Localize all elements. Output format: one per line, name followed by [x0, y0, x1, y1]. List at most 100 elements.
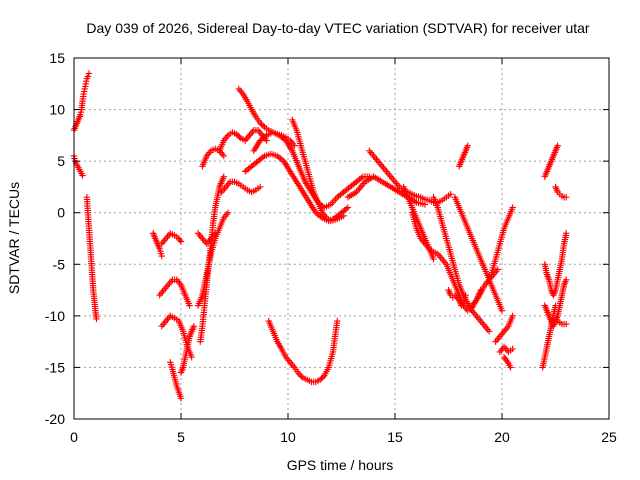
data-point-marker [220, 173, 227, 180]
series-arc-02 [70, 152, 86, 179]
data-point-marker [318, 375, 325, 382]
series-arc-35 [541, 230, 570, 299]
series-arc-31 [496, 343, 516, 356]
data-point-marker [563, 230, 570, 237]
data-point-marker [291, 142, 298, 149]
series-arc-09 [177, 322, 198, 376]
data-point-marker [190, 322, 198, 330]
x-tick-label: 20 [494, 429, 510, 445]
data-point-marker [509, 312, 516, 320]
series-arc-10 [197, 173, 227, 345]
y-tick-label: -15 [45, 359, 65, 375]
data-point-marker [79, 172, 86, 179]
series-arc-37 [539, 302, 559, 371]
series-arc-14 [218, 178, 264, 196]
series-arc-11 [194, 209, 232, 309]
data-point-marker [259, 122, 267, 129]
data-point-marker [258, 121, 265, 128]
series-arc-01 [70, 70, 93, 134]
series-arc-30 [492, 312, 516, 345]
data-point-marker [563, 194, 570, 201]
x-tick-label: 5 [177, 429, 185, 445]
series-arc-27 [456, 142, 471, 170]
series-arc-08 [167, 359, 185, 402]
series-arc-12 [194, 230, 219, 247]
data-point-marker [186, 302, 193, 309]
data-point-marker [188, 353, 195, 361]
series-arc-04 [149, 230, 165, 260]
series-arc-39 [265, 317, 341, 386]
data-point-marker [509, 204, 516, 211]
series-arc-29 [488, 204, 516, 278]
series-arc-38 [550, 317, 570, 328]
data-point-marker [464, 142, 471, 149]
x-axis-label: GPS time / hours [287, 457, 394, 473]
data-point-marker [212, 230, 219, 237]
series-arc-19 [289, 116, 347, 225]
series-arc-17 [242, 150, 352, 225]
axes: 0 5 10 15 20 25 -20 -15 -10 -5 0 5 10 15 [45, 50, 617, 445]
y-tick-label: 0 [57, 205, 65, 221]
data-point-marker [176, 236, 184, 244]
x-tick-label: 15 [387, 429, 403, 445]
data-point-marker [93, 315, 100, 323]
chart-title: Day 039 of 2026, Sidereal Day-to-day VTE… [86, 20, 590, 36]
data-point-marker [177, 395, 185, 402]
x-tick-label: 10 [280, 429, 296, 445]
series-arc-34 [552, 183, 570, 201]
data-point-marker [316, 376, 324, 384]
series-arc-33 [541, 142, 561, 180]
data-point-marker [84, 73, 92, 80]
data-point-marker [504, 358, 511, 365]
data-point-marker [554, 142, 561, 149]
data-point-marker [85, 70, 93, 77]
data-point-marker [220, 152, 227, 160]
data-point-marker [462, 292, 469, 299]
data-point-marker [236, 133, 243, 141]
data-point-marker [447, 190, 454, 198]
data-point-marker [509, 345, 516, 353]
series-arc-21 [344, 173, 429, 208]
data-point-marker [494, 266, 501, 273]
series-arc-23 [400, 183, 437, 263]
grid [74, 58, 609, 419]
data-point-marker [421, 201, 429, 208]
plot-frame [73, 57, 610, 420]
y-tick-label: 15 [49, 50, 65, 66]
y-tick-label: 10 [49, 102, 65, 118]
series-arc-18 [250, 129, 373, 211]
series-arc-32 [500, 353, 514, 371]
y-tick-label: -20 [45, 411, 65, 427]
data-point-marker [552, 302, 559, 309]
data-point-marker [498, 307, 506, 314]
y-axis-label: SDTVAR / TECUs [6, 182, 22, 294]
data-point-marker [256, 119, 264, 127]
data-point-marker [158, 252, 165, 260]
data-point-marker [298, 373, 305, 380]
data-point-marker [319, 373, 327, 381]
data-point-marker [430, 255, 437, 263]
data-point-marker [563, 276, 570, 283]
series-arc-28 [468, 266, 501, 309]
y-tick-label: -10 [45, 308, 65, 324]
data-point-marker [295, 370, 302, 377]
data-point-marker [177, 238, 185, 245]
data-point-marker [224, 209, 232, 216]
data-point-marker [334, 317, 341, 325]
series-arc-03 [83, 194, 100, 323]
y-tick-label: 5 [57, 153, 65, 169]
data-point-marker [563, 320, 570, 328]
data-point-marker [485, 328, 493, 335]
data-point-marker [233, 131, 240, 138]
data-point-marker [344, 204, 352, 211]
x-tick-label: 25 [601, 429, 617, 445]
data-series [70, 70, 570, 402]
data-point-marker [507, 364, 514, 371]
data-point-marker [340, 212, 347, 220]
data-point-marker [234, 132, 242, 139]
data-point-marker [296, 371, 304, 379]
data-point-marker [256, 183, 264, 191]
y-tick-label: -5 [53, 256, 66, 272]
x-tick-label: 0 [70, 429, 78, 445]
